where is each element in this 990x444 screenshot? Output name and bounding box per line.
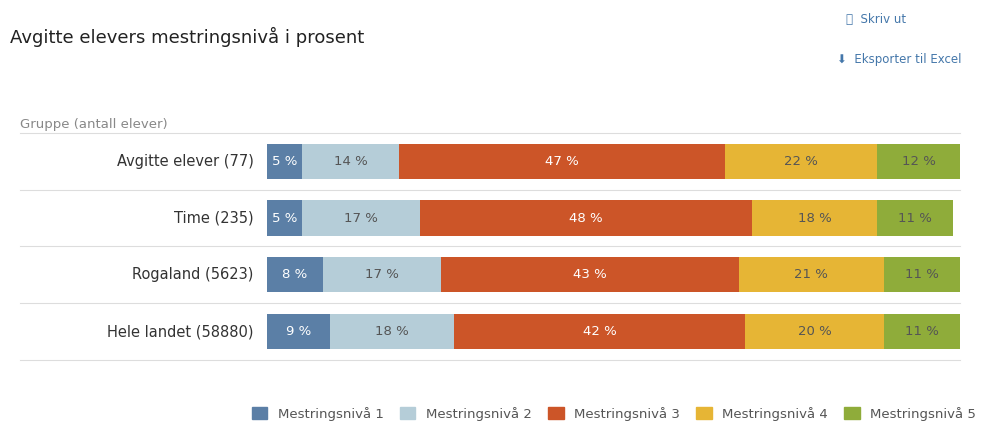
Bar: [725, 143, 877, 179]
Text: 21 %: 21 %: [794, 268, 829, 281]
Text: Time (235): Time (235): [174, 210, 253, 226]
Text: 43 %: 43 %: [572, 268, 607, 281]
Bar: [302, 143, 399, 179]
Bar: [745, 314, 884, 349]
Text: 11 %: 11 %: [905, 268, 940, 281]
Bar: [877, 143, 960, 179]
Bar: [323, 257, 441, 293]
Text: Avgitte elevers mestringsnivå i prosent: Avgitte elevers mestringsnivå i prosent: [10, 27, 364, 47]
Bar: [454, 314, 745, 349]
Text: 48 %: 48 %: [569, 211, 603, 225]
Text: 🖨  Skriv ut: 🖨 Skriv ut: [846, 13, 907, 26]
Legend: Mestringsnivå 1, Mestringsnivå 2, Mestringsnivå 3, Mestringsnivå 4, Mestringsniv: Mestringsnivå 1, Mestringsnivå 2, Mestri…: [251, 407, 976, 421]
Bar: [884, 257, 960, 293]
Text: 11 %: 11 %: [905, 325, 940, 338]
Bar: [752, 200, 877, 236]
Bar: [420, 200, 752, 236]
Text: 18 %: 18 %: [375, 325, 409, 338]
Text: 9 %: 9 %: [286, 325, 311, 338]
Text: 17 %: 17 %: [364, 268, 399, 281]
Bar: [267, 200, 302, 236]
Text: 14 %: 14 %: [334, 155, 367, 168]
Bar: [877, 200, 953, 236]
Bar: [330, 314, 454, 349]
Bar: [267, 143, 302, 179]
Text: 22 %: 22 %: [784, 155, 818, 168]
Text: 17 %: 17 %: [344, 211, 378, 225]
Bar: [739, 257, 884, 293]
Text: 8 %: 8 %: [282, 268, 308, 281]
Bar: [399, 143, 725, 179]
Text: Avgitte elever (77): Avgitte elever (77): [117, 154, 253, 169]
Bar: [267, 314, 330, 349]
Text: Hele landet (58880): Hele landet (58880): [107, 324, 253, 339]
Text: 11 %: 11 %: [898, 211, 933, 225]
Text: 20 %: 20 %: [798, 325, 832, 338]
Text: 47 %: 47 %: [544, 155, 579, 168]
Text: 5 %: 5 %: [272, 155, 297, 168]
Text: 42 %: 42 %: [583, 325, 617, 338]
Text: Gruppe (antall elever): Gruppe (antall elever): [20, 118, 167, 131]
Bar: [267, 257, 323, 293]
Bar: [441, 257, 739, 293]
Bar: [302, 200, 420, 236]
Text: ⬇  Eksporter til Excel: ⬇ Eksporter til Excel: [837, 53, 961, 66]
Bar: [884, 314, 960, 349]
Text: Rogaland (5623): Rogaland (5623): [132, 267, 253, 282]
Text: 5 %: 5 %: [272, 211, 297, 225]
Text: 18 %: 18 %: [798, 211, 832, 225]
Text: 12 %: 12 %: [902, 155, 936, 168]
